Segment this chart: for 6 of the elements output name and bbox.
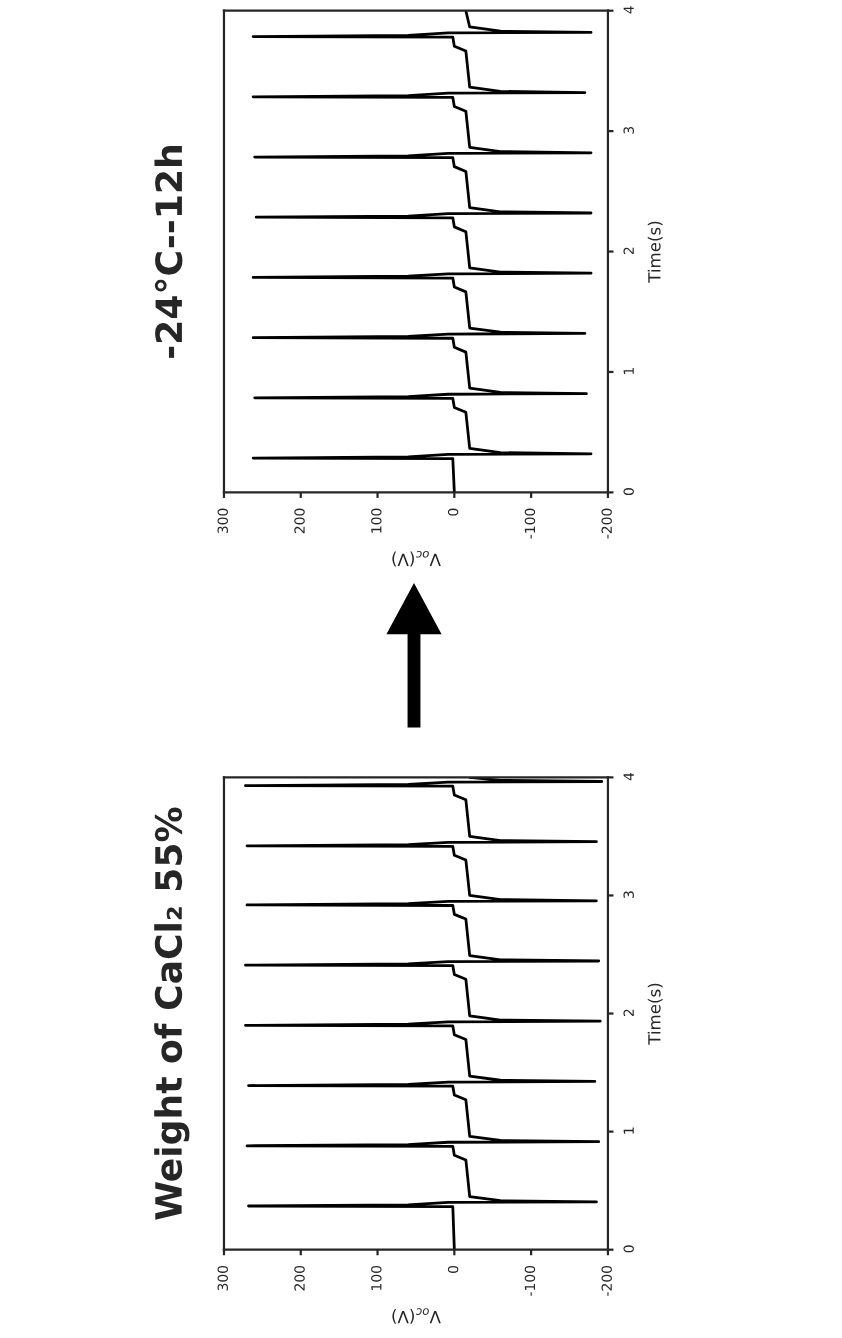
text: -24°C--12h [154,146,183,358]
y-axis-title: Time(s) [647,221,663,283]
y-axis-title: Time(s) [647,983,663,1045]
x-axis-title: V$_{oc}$(V) [392,1308,441,1324]
text: Weight of CaCl₂ 55% [154,807,190,1220]
x-axis-title: V$_{oc}$(V) [392,550,441,567]
